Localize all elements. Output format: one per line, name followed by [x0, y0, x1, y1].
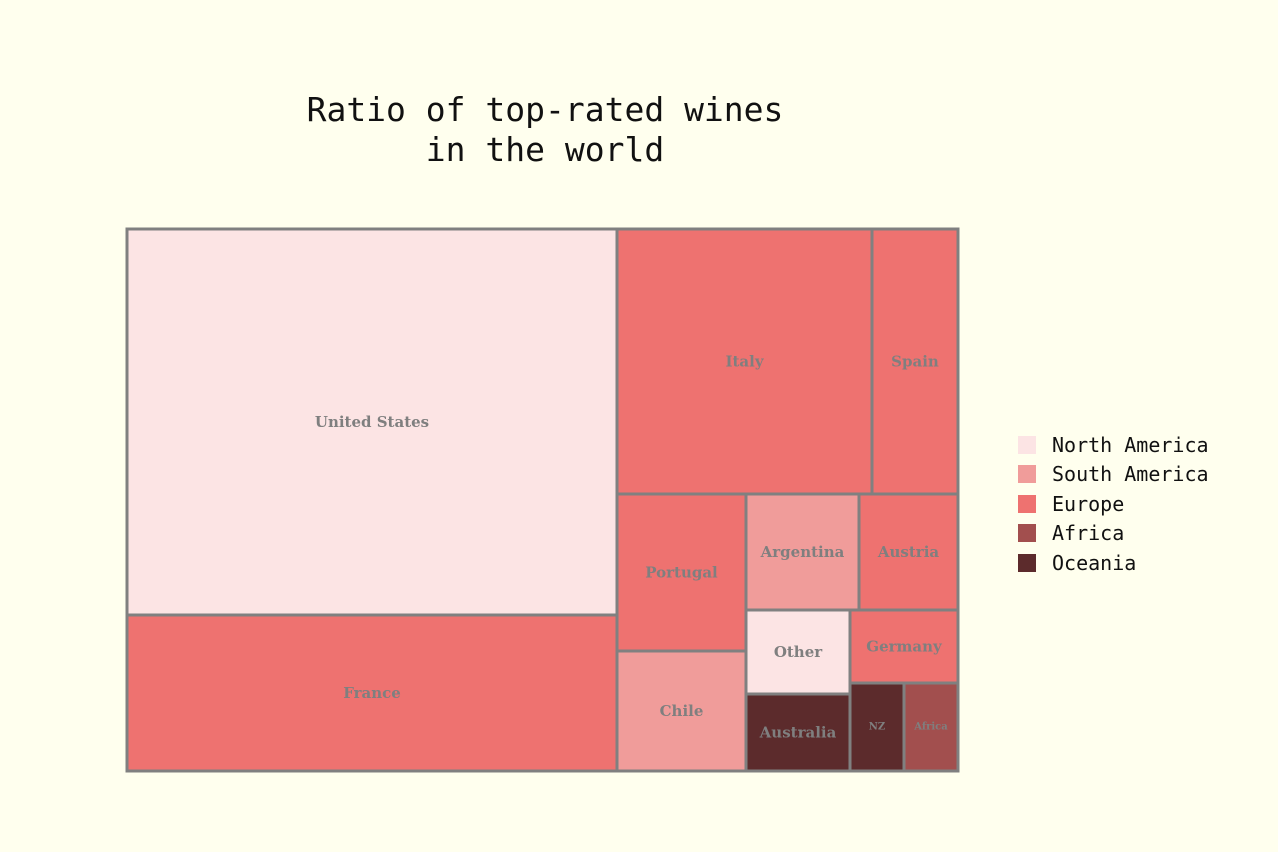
treemap-label-other: Other	[774, 643, 823, 661]
legend-label: Europe	[1052, 491, 1125, 516]
treemap-label-nz: NZ	[869, 722, 885, 733]
treemap-cell-germany	[848, 608, 960, 685]
legend-item-oceania: Oceania	[1018, 548, 1209, 578]
legend-label: Africa	[1052, 521, 1125, 546]
treemap-cell-chile	[615, 649, 748, 773]
legend-item-africa: Africa	[1018, 519, 1209, 549]
chart-title: Ratio of top-rated wines in the world	[245, 90, 845, 170]
treemap-label-australia: Australia	[759, 724, 837, 742]
treemap-label-africa: Africa	[913, 722, 948, 733]
chart-title-line-2: in the world	[425, 130, 665, 169]
treemap-label-united-states: United States	[315, 413, 429, 431]
legend-swatch	[1018, 465, 1036, 484]
treemap-cell-argentina	[744, 492, 861, 612]
treemap-label-austria: Austria	[877, 543, 940, 561]
legend-item-south-america: South America	[1018, 460, 1209, 490]
legend-swatch	[1018, 553, 1036, 572]
treemap-cell-austria	[857, 492, 960, 612]
treemap-border	[125, 227, 960, 773]
legend-label: Oceania	[1052, 550, 1137, 575]
legend-swatch	[1018, 494, 1036, 513]
legend-label: North America	[1052, 432, 1209, 457]
treemap-label-chile: Chile	[660, 702, 704, 720]
treemap-cell-nz	[848, 681, 906, 773]
treemap-label-italy: Italy	[725, 353, 764, 371]
legend-swatch	[1018, 524, 1036, 543]
treemap-label-france: France	[343, 684, 401, 702]
chart-title-line-1: Ratio of top-rated wines	[306, 90, 784, 129]
legend-item-north-america: North America	[1018, 430, 1209, 460]
treemap-cell-africa	[902, 681, 960, 773]
treemap-cell-portugal	[615, 492, 748, 653]
treemap-label-germany: Germany	[866, 638, 943, 656]
legend-label: South America	[1052, 462, 1209, 487]
treemap-label-portugal: Portugal	[645, 564, 718, 582]
legend-item-europe: Europe	[1018, 489, 1209, 519]
treemap-label-argentina: Argentina	[760, 543, 845, 561]
legend: North America South America Europe Afric…	[1018, 430, 1209, 578]
legend-swatch	[1018, 435, 1036, 454]
treemap-label-spain: Spain	[891, 353, 939, 371]
